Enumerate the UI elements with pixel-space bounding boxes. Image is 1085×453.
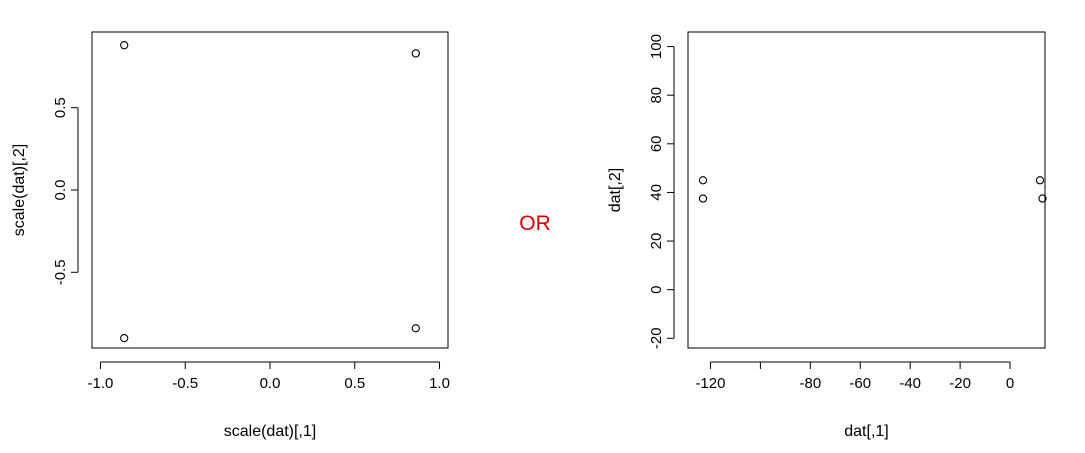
y-tick-label: 100 (648, 34, 665, 59)
x-axis-title: scale(dat)[,1] (224, 423, 316, 440)
x-tick-label: -60 (849, 375, 871, 392)
scaled-scatter-plot: -1.0 -0.5 0.0 0.5 1.0 -0.5 0.0 0.5 scale(dat)[,1… (11, 31, 450, 440)
data-point (120, 333, 129, 343)
y-tick-label: 60 (648, 135, 665, 152)
plot-frame (687, 31, 1046, 349)
raw-scatter-plot: -120 -80 -60 -40 -20 0 -20 0 20 40 60 80 100 dat[,1] d… (607, 31, 1047, 440)
x-tick-label: -80 (799, 375, 821, 392)
x-tick-label: 0.5 (344, 375, 365, 392)
data-point (1035, 176, 1045, 185)
x-axis-title: dat[,1] (844, 423, 888, 440)
x-tick-label: 0.0 (260, 375, 281, 392)
x-tick-label: 1.0 (429, 375, 450, 392)
y-tick-label: 40 (648, 184, 665, 201)
x-tick-label: -120 (695, 375, 725, 392)
y-axis-title: scale(dat)[,2] (11, 144, 28, 236)
data-point (411, 49, 420, 58)
x-tick-label: -0.5 (172, 375, 198, 392)
data-point (698, 176, 708, 185)
y-tick-label: 0 (648, 285, 665, 293)
x-tick-label: -40 (899, 375, 921, 392)
y-tick-label: 80 (648, 87, 665, 104)
data-point (411, 324, 420, 333)
x-tick-label: -20 (949, 375, 971, 392)
y-tick-label: 0.0 (52, 180, 69, 201)
data-point (698, 194, 708, 203)
y-tick-label: 0.5 (52, 97, 69, 118)
plot-frame (91, 31, 449, 349)
x-tick-label: 0 (1006, 375, 1014, 392)
y-tick-label: 20 (648, 233, 665, 250)
y-tick-label: -20 (648, 327, 665, 349)
data-point (120, 41, 129, 50)
y-axis-title: dat[,2] (607, 168, 624, 212)
y-tick-label: -0.5 (52, 259, 69, 285)
data-point (1038, 194, 1047, 203)
or-separator-label: OR (519, 212, 551, 235)
x-tick-label: -1.0 (88, 375, 114, 392)
